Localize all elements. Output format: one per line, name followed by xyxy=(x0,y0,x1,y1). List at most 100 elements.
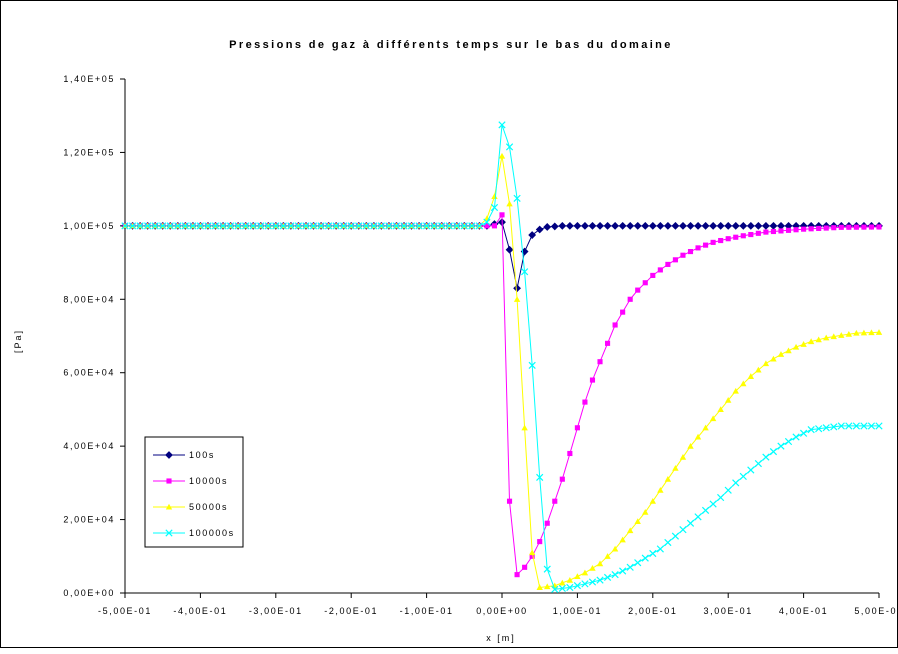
data-point xyxy=(867,422,876,430)
data-point xyxy=(763,229,769,235)
data-point xyxy=(875,422,883,430)
data-point xyxy=(588,578,597,586)
data-point xyxy=(875,329,883,335)
data-point xyxy=(347,222,355,230)
data-point xyxy=(627,296,633,302)
data-point xyxy=(603,221,612,230)
data-point xyxy=(543,565,551,573)
data-point xyxy=(739,221,748,230)
data-point xyxy=(499,212,505,218)
data-point xyxy=(642,509,649,515)
data-point xyxy=(536,584,543,591)
data-point xyxy=(694,221,702,230)
data-point xyxy=(151,222,159,230)
data-point xyxy=(589,565,596,571)
data-point xyxy=(740,380,747,387)
data-point xyxy=(686,519,695,527)
data-point xyxy=(656,545,664,553)
data-point xyxy=(747,466,755,474)
data-point xyxy=(701,221,710,230)
data-point xyxy=(324,222,333,230)
data-point xyxy=(725,397,732,403)
data-point xyxy=(528,231,537,239)
data-point xyxy=(159,222,167,230)
data-point xyxy=(596,560,604,567)
data-point xyxy=(777,221,785,230)
data-point xyxy=(475,222,484,230)
legend-label: 50000s xyxy=(189,502,228,512)
data-point xyxy=(777,442,785,450)
y-tick-label: 4,00E+04 xyxy=(63,441,115,451)
data-point xyxy=(785,227,792,233)
data-point xyxy=(868,224,875,230)
data-point xyxy=(822,424,830,432)
x-tick-label: 0,00E+00 xyxy=(476,606,528,616)
data-point xyxy=(626,221,635,230)
data-point xyxy=(701,506,710,515)
x-tick-label: -4,00E-01 xyxy=(173,606,227,616)
data-point xyxy=(672,257,678,263)
data-point xyxy=(287,222,295,230)
data-point xyxy=(801,226,807,232)
data-point xyxy=(385,222,393,230)
data-point xyxy=(612,322,618,328)
x-tick-label: 2,00E-01 xyxy=(628,606,677,616)
data-point xyxy=(596,576,604,584)
data-point xyxy=(747,373,755,379)
y-tick-label: 1,20E+05 xyxy=(63,147,115,157)
data-point xyxy=(567,450,573,457)
data-point xyxy=(686,221,695,230)
data-point xyxy=(807,338,815,345)
data-point xyxy=(716,221,725,230)
legend-label: 100000s xyxy=(189,528,235,538)
data-point xyxy=(718,237,724,244)
data-point xyxy=(672,464,679,471)
data-point xyxy=(166,478,172,484)
data-point xyxy=(868,329,875,336)
data-point xyxy=(853,224,859,230)
data-point xyxy=(626,527,634,534)
data-point xyxy=(754,221,763,230)
data-point xyxy=(514,572,520,578)
data-point xyxy=(582,399,588,405)
data-point xyxy=(852,422,861,430)
x-ticks: -5,00E-01 -4,00E-01 -3,00E-01 -2,00E-01 -1,0… xyxy=(98,593,898,616)
x-tick-label: -3,00E-01 xyxy=(249,606,303,616)
data-point xyxy=(588,221,597,230)
data-point xyxy=(559,579,566,586)
data-point xyxy=(535,225,544,234)
data-point xyxy=(807,425,815,434)
data-point xyxy=(522,564,528,570)
data-point xyxy=(626,563,634,571)
data-point xyxy=(709,500,717,508)
data-point xyxy=(739,472,747,481)
data-point xyxy=(695,245,701,251)
data-point xyxy=(671,532,680,540)
data-point xyxy=(860,329,868,336)
data-point xyxy=(724,486,732,494)
data-point xyxy=(211,222,220,230)
data-point xyxy=(793,227,799,233)
data-point xyxy=(513,284,521,293)
data-point xyxy=(620,309,626,315)
data-point xyxy=(732,479,740,487)
data-point xyxy=(603,573,612,582)
data-point xyxy=(641,221,650,230)
data-point xyxy=(219,222,227,230)
data-point xyxy=(234,222,242,230)
y-tick-label: 8,00E+04 xyxy=(63,294,115,304)
data-point xyxy=(400,222,408,230)
data-point xyxy=(552,498,558,504)
data-point xyxy=(784,437,793,446)
data-point xyxy=(808,226,814,232)
data-point xyxy=(671,221,680,230)
data-point xyxy=(648,221,657,230)
data-point xyxy=(544,520,550,526)
data-point xyxy=(649,549,657,558)
data-point xyxy=(619,536,626,543)
data-point xyxy=(635,287,641,293)
data-point xyxy=(831,225,837,231)
data-point xyxy=(544,583,551,590)
data-point xyxy=(740,233,746,239)
